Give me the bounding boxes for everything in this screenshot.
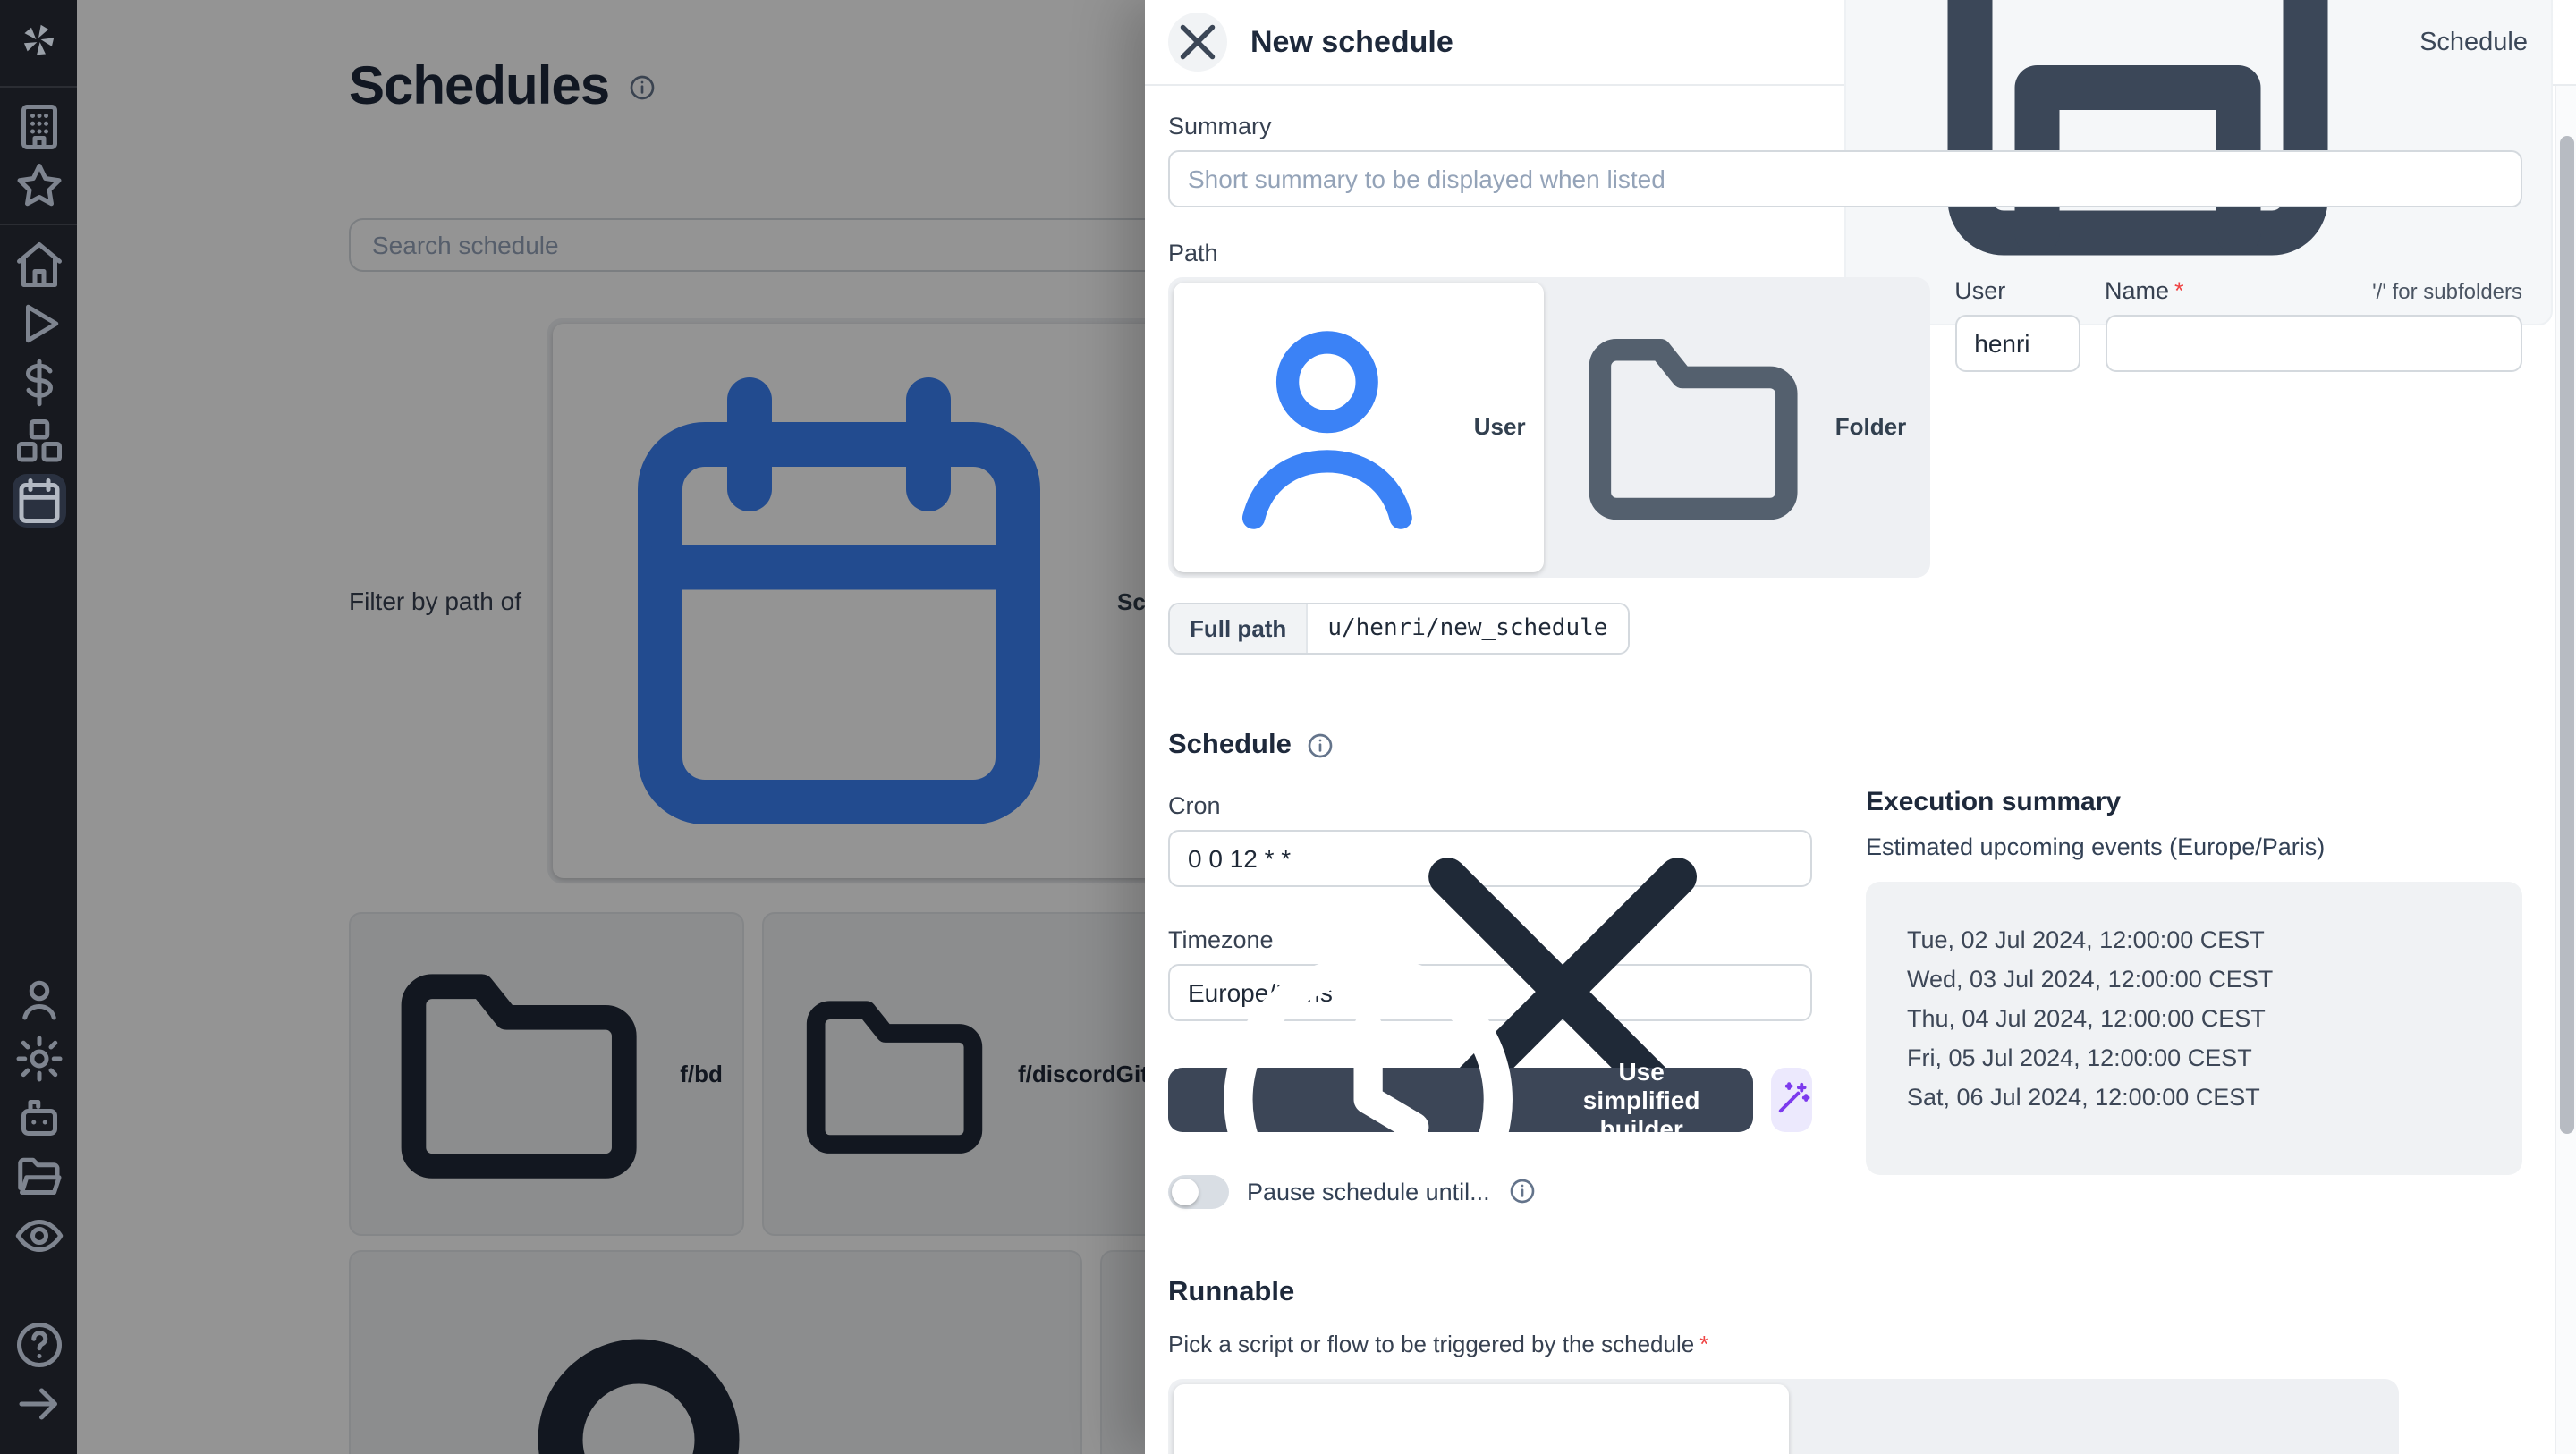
sidebar-item-home[interactable]	[12, 237, 65, 291]
clock-icon	[1195, 926, 1541, 1272]
name-field[interactable]	[2105, 315, 2522, 372]
close-drawer-button[interactable]	[1168, 13, 1227, 72]
new-schedule-drawer: New schedule Schedule Summary Short summ…	[1145, 0, 2576, 1454]
user-icon	[1191, 292, 1463, 563]
upcoming-event: Tue, 02 Jul 2024, 12:00:00 CEST	[1907, 926, 2265, 953]
play-icon	[12, 296, 65, 350]
upcoming-events-box: Tue, 02 Jul 2024, 12:00:00 CEST Wed, 03 …	[1866, 881, 2522, 1175]
home-icon	[12, 237, 65, 291]
drawer-header: New schedule Schedule	[1145, 0, 2576, 325]
scrollbar-thumb[interactable]	[2560, 136, 2574, 1134]
sidebar-item-workers[interactable]	[12, 1090, 65, 1144]
drawer-scrollbar[interactable]	[2555, 86, 2576, 1454]
owner-toggle-folder[interactable]: Folder	[1544, 287, 1925, 568]
upcoming-event: Sat, 06 Jul 2024, 12:00:00 CEST	[1907, 1083, 2260, 1111]
schedule-section-heading: Schedule	[1168, 729, 1292, 760]
sidebar-item-resources[interactable]	[12, 414, 65, 468]
full-path-value: u/henri/new_schedule	[1308, 604, 1628, 653]
required-asterisk: *	[1699, 1330, 1709, 1357]
execution-summary-subtitle: Estimated upcoming events (Europe/Paris)	[1866, 833, 2326, 860]
info-icon[interactable]	[1508, 1178, 1537, 1206]
runnable-kind-toggle: Script Flow	[1168, 1378, 2399, 1454]
full-path-badge: Full path u/henri/new_schedule	[1168, 602, 1630, 655]
code-icon	[1191, 1393, 1695, 1454]
help-icon	[12, 1317, 65, 1371]
path-filter-chip[interactable]: f/bd	[349, 912, 744, 1237]
pause-schedule-toggle[interactable]	[1168, 1174, 1229, 1209]
user-icon	[370, 1261, 907, 1454]
path-label: Path	[1168, 240, 1218, 266]
use-simplified-builder-button[interactable]: Use simplified builder	[1168, 955, 1753, 1245]
kind-toggle-flow[interactable]: Flow	[1789, 1384, 2393, 1454]
sidebar-item-audit-logs[interactable]	[12, 1208, 65, 1262]
windmill-logo-icon[interactable]	[18, 20, 59, 61]
full-path-label: Full path	[1170, 604, 1309, 653]
user-icon	[12, 972, 65, 1026]
page-title: Schedules	[349, 57, 610, 116]
sidebar-item-schedules[interactable]	[12, 473, 65, 527]
upcoming-event: Thu, 04 Jul 2024, 12:00:00 CEST	[1907, 1004, 2266, 1032]
sidebar-item-favorites[interactable]	[12, 158, 65, 212]
drawer-body: Summary Short summary to be displayed wh…	[1145, 86, 2555, 1454]
summary-label: Summary	[1168, 113, 1272, 139]
required-asterisk: *	[2174, 277, 2184, 304]
filter-by-path-label: Filter by path of	[349, 587, 521, 615]
subfolder-hint: '/' for subfolders	[2372, 279, 2522, 304]
filter-toggle-schedule[interactable]: Schedule	[552, 324, 1239, 878]
close-icon	[1168, 13, 1227, 72]
owner-kind-toggle: User Folder	[1168, 277, 1930, 578]
cron-label: Cron	[1168, 791, 1221, 819]
building-icon	[12, 99, 65, 153]
search-placeholder: Search schedule	[372, 231, 559, 259]
sidebar-item-variables[interactable]	[12, 355, 65, 409]
owner-toggle-user[interactable]: User	[1174, 283, 1544, 572]
upcoming-event: Fri, 05 Jul 2024, 12:00:00 CEST	[1907, 1044, 2252, 1071]
sidebar-item-settings[interactable]	[12, 1031, 65, 1085]
folder-icon	[784, 963, 1005, 1185]
timezone-label: Timezone	[1168, 926, 1274, 953]
sidebar	[0, 0, 77, 1454]
drawer-title: New schedule	[1250, 24, 1453, 58]
summary-input[interactable]: Short summary to be displayed when liste…	[1168, 150, 2522, 207]
sidebar-item-runs[interactable]	[12, 296, 65, 350]
user-field-label: User	[1954, 277, 2006, 304]
star-icon	[12, 158, 65, 212]
sidebar-item-account[interactable]	[12, 972, 65, 1026]
user-field[interactable]: henri	[1954, 315, 2080, 372]
folder-icon	[370, 926, 667, 1222]
sidebar-item-expand-sidebar[interactable]	[12, 1376, 65, 1430]
sidebar-item-workspace[interactable]	[12, 99, 65, 153]
folder-open-icon	[12, 1149, 65, 1203]
magic-wand-icon	[1770, 1078, 1812, 1120]
runnable-description: Pick a script or flow to be triggered by…	[1168, 1330, 1709, 1357]
sidebar-divider	[0, 86, 77, 88]
upcoming-event: Wed, 03 Jul 2024, 12:00:00 CEST	[1907, 965, 2274, 993]
bot-icon	[12, 1090, 65, 1144]
pause-schedule-label: Pause schedule until...	[1247, 1178, 1490, 1205]
folder-icon	[1562, 296, 1825, 559]
cron-input[interactable]: 0 0 12 * *	[1168, 829, 1812, 887]
sidebar-item-folders[interactable]	[12, 1149, 65, 1203]
execution-summary-title: Execution summary	[1866, 786, 2122, 817]
eye-icon	[12, 1208, 65, 1262]
flow-icon	[1807, 1393, 2311, 1454]
calendar-icon	[12, 473, 65, 527]
kind-toggle-script[interactable]: Script	[1174, 1384, 1790, 1454]
gear-icon	[12, 1031, 65, 1085]
info-icon[interactable]	[627, 73, 656, 102]
boxes-icon	[12, 414, 65, 468]
runnable-section-heading: Runnable	[1168, 1276, 1295, 1307]
calendar-icon	[570, 333, 1106, 869]
info-icon[interactable]	[1306, 731, 1335, 760]
arrow-right-icon	[12, 1376, 65, 1430]
ai-cron-wand-button[interactable]	[1770, 1067, 1812, 1132]
dollar-icon	[12, 355, 65, 409]
sidebar-divider	[0, 224, 77, 225]
path-filter-chip[interactable]: u/ruben-user	[349, 1250, 1083, 1454]
sidebar-item-help[interactable]	[12, 1317, 65, 1371]
name-field-label: Name *	[2105, 277, 2184, 304]
